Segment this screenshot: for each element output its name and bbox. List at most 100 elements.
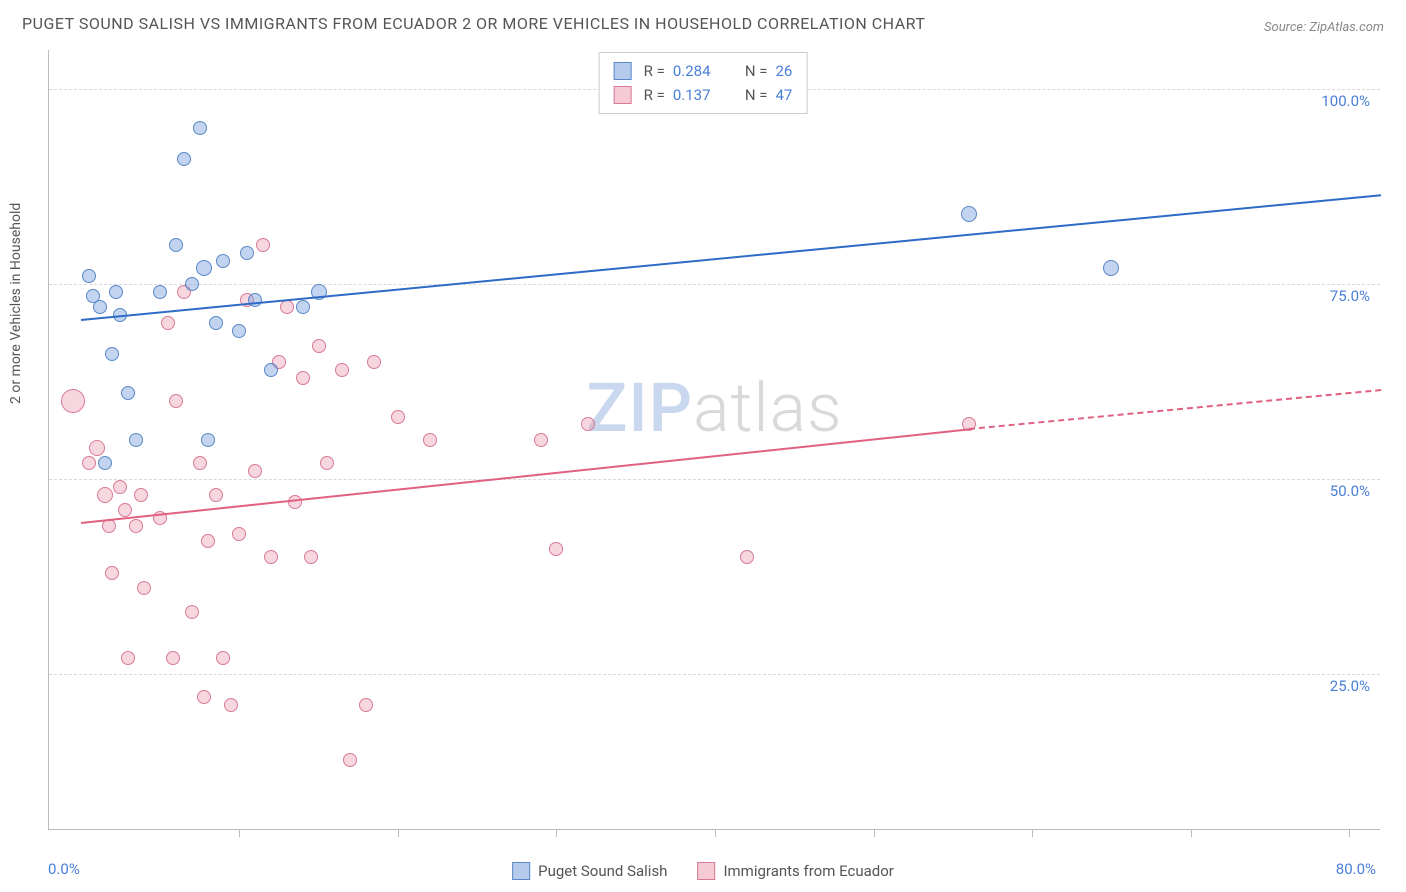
data-point [121, 386, 135, 400]
data-point [343, 753, 357, 767]
data-point [161, 316, 175, 330]
data-point [193, 456, 207, 470]
x-tick [1349, 829, 1350, 837]
data-point [232, 324, 246, 338]
x-tick [398, 829, 399, 837]
legend-series: Puget Sound Salish Immigrants from Ecuad… [512, 862, 894, 880]
data-point [248, 464, 262, 478]
data-point [209, 316, 223, 330]
watermark-zip: ZIP [586, 368, 693, 448]
y-tick-label: 25.0% [1330, 677, 1370, 695]
data-point [304, 550, 318, 564]
data-point [105, 347, 119, 361]
x-tick [874, 829, 875, 837]
data-point [121, 651, 135, 665]
y-tick-label: 100.0% [1321, 92, 1370, 110]
data-point [296, 300, 310, 314]
swatch-blue-icon [512, 862, 530, 880]
data-point [224, 698, 238, 712]
data-point [740, 550, 754, 564]
data-point [581, 417, 595, 431]
data-point [320, 456, 334, 470]
data-point [296, 371, 310, 385]
data-point [129, 519, 143, 533]
data-point [391, 410, 405, 424]
y-tick-label: 50.0% [1330, 482, 1370, 500]
legend-label-pink: Immigrants from Ecuador [723, 862, 893, 880]
data-point [280, 300, 294, 314]
data-point [169, 238, 183, 252]
data-point [264, 550, 278, 564]
watermark: ZIPatlas [586, 368, 842, 448]
data-point [232, 527, 246, 541]
data-point [961, 206, 977, 222]
data-point [98, 456, 112, 470]
swatch-pink-icon [697, 862, 715, 880]
data-point [185, 605, 199, 619]
data-point [169, 394, 183, 408]
data-point [134, 488, 148, 502]
watermark-atlas: atlas [693, 368, 843, 448]
legend-item-pink: Immigrants from Ecuador [697, 862, 893, 880]
chart-container: PUGET SOUND SALISH VS IMMIGRANTS FROM EC… [0, 0, 1406, 892]
data-point [177, 152, 191, 166]
data-point [97, 487, 113, 503]
data-point [423, 433, 437, 447]
data-point [89, 440, 105, 456]
y-axis-title: 2 or more Vehicles in Household [8, 203, 24, 404]
legend-stats-blue: R = 0.284 N = 26 [614, 59, 793, 83]
data-point [137, 581, 151, 595]
data-point [129, 433, 143, 447]
data-point [534, 433, 548, 447]
data-point [201, 534, 215, 548]
gridline [49, 674, 1380, 675]
data-point [197, 690, 211, 704]
n-value-pink: 47 [775, 83, 792, 107]
data-point [312, 339, 326, 353]
n-value-blue: 26 [775, 59, 792, 83]
trendline-extrapolated [969, 389, 1381, 430]
data-point [185, 277, 199, 291]
data-point [105, 566, 119, 580]
data-point [359, 698, 373, 712]
plot-area: ZIPatlas 25.0% 50.0% 75.0% 100.0% [48, 50, 1380, 830]
data-point [196, 260, 212, 276]
trendline [81, 194, 1381, 321]
data-point [549, 542, 563, 556]
data-point [82, 269, 96, 283]
source-label: Source: ZipAtlas.com [1264, 20, 1384, 35]
data-point [153, 285, 167, 299]
data-point [335, 363, 349, 377]
data-point [288, 495, 302, 509]
r-value-pink: 0.137 [673, 83, 725, 107]
r-value-blue: 0.284 [673, 59, 725, 83]
x-label-min: 0.0% [48, 860, 80, 878]
chart-title: PUGET SOUND SALISH VS IMMIGRANTS FROM EC… [22, 14, 925, 33]
data-point [216, 254, 230, 268]
swatch-blue-icon [614, 62, 632, 80]
data-point [113, 480, 127, 494]
data-point [82, 456, 96, 470]
data-point [1103, 260, 1119, 276]
data-point [240, 246, 254, 260]
x-tick [239, 829, 240, 837]
data-point [193, 121, 207, 135]
legend-stats-pink: R = 0.137 N = 47 [614, 83, 793, 107]
legend-item-blue: Puget Sound Salish [512, 862, 667, 880]
x-tick [1032, 829, 1033, 837]
data-point [216, 651, 230, 665]
x-tick [1191, 829, 1192, 837]
data-point [118, 503, 132, 517]
n-label: N = [745, 59, 768, 83]
data-point [166, 651, 180, 665]
r-label: R = [644, 83, 665, 107]
data-point [109, 285, 123, 299]
data-point [93, 300, 107, 314]
swatch-pink-icon [614, 86, 632, 104]
data-point [264, 363, 278, 377]
y-tick-label: 75.0% [1330, 287, 1370, 305]
x-label-max: 80.0% [1336, 860, 1376, 878]
x-tick [715, 829, 716, 837]
gridline [49, 479, 1380, 480]
r-label: R = [644, 59, 665, 83]
